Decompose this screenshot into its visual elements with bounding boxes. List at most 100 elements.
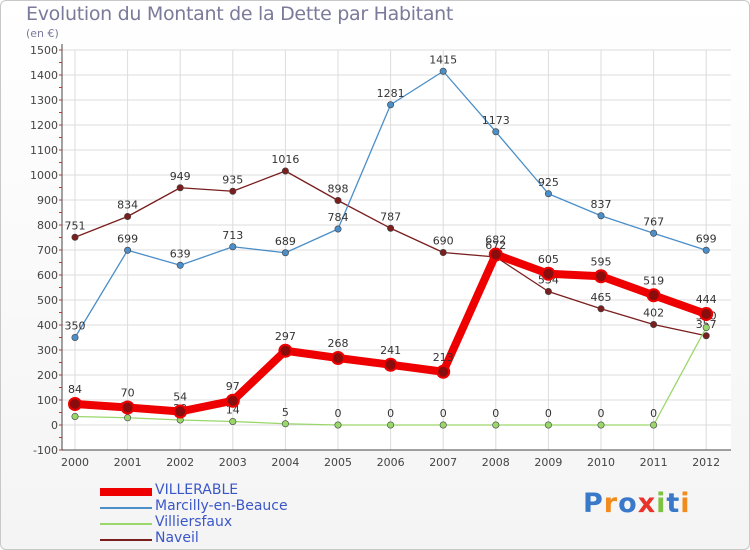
x-tick-label: 2000 <box>61 456 89 469</box>
data-point-villiersfaux <box>334 421 342 429</box>
x-tick-label: 2001 <box>114 456 142 469</box>
data-point-villerable <box>68 397 82 411</box>
data-point-villerable <box>699 307 714 321</box>
data-label-villiersfaux: 0 <box>387 407 394 420</box>
data-point-villerable <box>173 404 188 419</box>
data-label-villerable: 605 <box>538 253 559 266</box>
data-point-marcilly-en-beauce <box>334 225 342 233</box>
proxiti-logo-letter: P <box>583 488 604 519</box>
data-label-marcilly-en-beauce: 713 <box>222 229 243 242</box>
data-point-villerable <box>225 393 240 408</box>
proxiti-logo: Proxiti <box>583 488 691 519</box>
data-point-naveil <box>281 167 289 175</box>
data-label-naveil: 935 <box>222 173 243 186</box>
proxiti-logo-letter: i <box>680 488 691 519</box>
data-label-marcilly-en-beauce: 689 <box>275 235 296 248</box>
data-point-villiersfaux <box>387 421 395 429</box>
data-label-villerable: 268 <box>328 337 349 350</box>
y-tick-label: 1500 <box>30 44 58 57</box>
data-label-naveil: 672 <box>485 239 506 252</box>
chart-title: Evolution du Montant de la Dette par Hab… <box>26 3 454 25</box>
data-point-marcilly-en-beauce <box>702 246 710 254</box>
data-label-villiersfaux: 0 <box>440 407 447 420</box>
y-tick-label: 1000 <box>30 169 58 182</box>
data-label-naveil: 465 <box>591 291 612 304</box>
data-label-naveil: 751 <box>65 219 86 232</box>
data-point-naveil <box>229 187 237 195</box>
data-point-villerable <box>436 364 451 379</box>
data-point-villiersfaux <box>544 421 552 429</box>
data-label-villerable: 97 <box>226 380 240 393</box>
data-label-marcilly-en-beauce: 350 <box>65 320 86 333</box>
proxiti-logo-letter: i <box>656 488 667 519</box>
x-tick-label: 2009 <box>534 456 562 469</box>
data-label-villerable: 84 <box>68 383 82 396</box>
y-tick-label: 600 <box>37 269 58 282</box>
data-point-villerable <box>488 247 503 262</box>
data-point-marcilly-en-beauce <box>597 212 605 220</box>
data-point-villerable <box>541 266 556 281</box>
data-point-villerable <box>331 351 345 365</box>
data-point-villiersfaux <box>597 421 605 429</box>
data-point-naveil <box>439 249 447 257</box>
data-point-naveil <box>702 332 710 340</box>
data-point-villerable <box>646 288 661 303</box>
data-point-marcilly-en-beauce <box>176 261 184 269</box>
legend-swatch <box>100 523 152 525</box>
data-point-villiersfaux <box>71 412 79 420</box>
data-label-naveil: 1016 <box>271 153 299 166</box>
data-label-naveil: 787 <box>380 210 401 223</box>
y-tick-label: 400 <box>37 319 58 332</box>
x-tick-label: 2008 <box>482 456 510 469</box>
data-label-naveil: 898 <box>328 183 349 196</box>
data-label-villiersfaux: 0 <box>335 407 342 420</box>
y-tick-label: 1200 <box>30 119 58 132</box>
proxiti-logo-letter: x <box>637 488 657 519</box>
y-tick-label: 300 <box>37 344 58 357</box>
legend-swatch <box>100 539 152 541</box>
data-point-naveil <box>650 320 658 328</box>
data-point-marcilly-en-beauce <box>281 249 289 257</box>
y-tick-label: 700 <box>37 244 58 257</box>
legend-item-villiersfaux: Villiersfaux <box>100 514 360 532</box>
y-tick-label: -100 <box>33 444 58 457</box>
data-point-villiersfaux <box>229 417 237 425</box>
y-tick-label: 1300 <box>30 94 58 107</box>
y-tick-label: 1400 <box>30 69 58 82</box>
legend-swatch <box>100 507 152 509</box>
legend-label: Naveil <box>155 530 199 546</box>
data-label-villerable: 54 <box>173 391 187 404</box>
data-point-villerable <box>278 343 293 358</box>
legend-swatch <box>100 488 152 496</box>
x-tick-label: 2003 <box>219 456 247 469</box>
data-point-naveil <box>334 197 342 205</box>
data-point-marcilly-en-beauce <box>650 229 658 237</box>
y-tick-label: 100 <box>37 394 58 407</box>
data-point-naveil <box>71 233 79 241</box>
data-point-villerable <box>120 400 135 415</box>
data-point-villiersfaux <box>124 414 132 422</box>
y-tick-label: 500 <box>37 294 58 307</box>
x-tick-label: 2005 <box>324 456 352 469</box>
data-label-villiersfaux: 5 <box>282 406 289 419</box>
data-point-marcilly-en-beauce <box>387 101 395 109</box>
data-label-villiersfaux: 0 <box>492 407 499 420</box>
y-tick-label: 900 <box>37 194 58 207</box>
data-point-villiersfaux <box>650 421 658 429</box>
data-label-marcilly-en-beauce: 699 <box>696 232 717 245</box>
legend-item-naveil: Naveil <box>100 530 360 548</box>
data-point-naveil <box>597 305 605 313</box>
x-tick-label: 2011 <box>640 456 668 469</box>
data-point-naveil <box>176 184 184 192</box>
x-tick-label: 2002 <box>166 456 194 469</box>
data-point-naveil <box>387 224 395 232</box>
data-point-naveil <box>544 287 552 295</box>
data-point-villerable <box>594 269 608 284</box>
y-tick-label: 1100 <box>30 144 58 157</box>
data-label-naveil: 949 <box>170 170 191 183</box>
legend-label: VILLERABLE <box>155 482 239 498</box>
data-label-villerable: 241 <box>380 344 401 357</box>
data-point-marcilly-en-beauce <box>71 333 79 341</box>
data-label-marcilly-en-beauce: 639 <box>170 247 191 260</box>
